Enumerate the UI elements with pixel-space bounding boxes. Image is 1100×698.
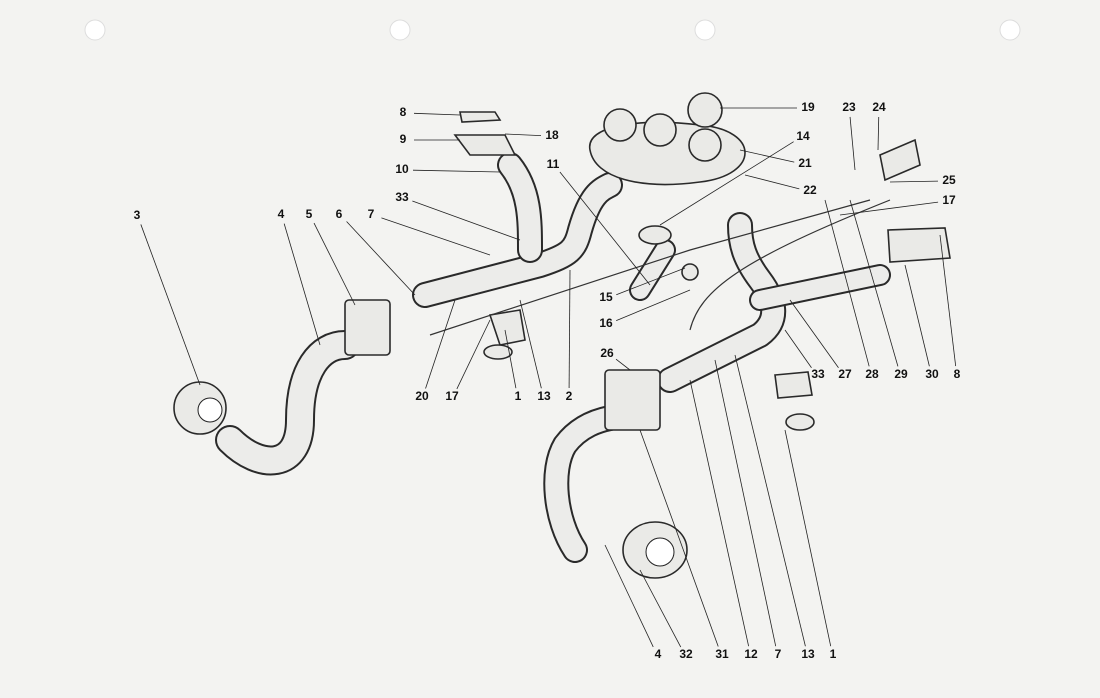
callout-label: 9 [400, 132, 407, 146]
callout-label: 6 [336, 207, 343, 221]
leader-line [616, 267, 686, 296]
callout-label: 7 [368, 207, 375, 221]
leader-line [744, 174, 800, 190]
leader-line [839, 201, 939, 216]
leader-line [283, 223, 321, 346]
callout-label: 32 [679, 647, 693, 661]
leader-line [604, 544, 654, 648]
callout-label: 17 [445, 389, 459, 403]
leader-line [346, 221, 416, 296]
callout-label: 13 [801, 647, 815, 661]
callout-label: 8 [954, 367, 961, 381]
leader-line [659, 141, 794, 226]
callout-label: 19 [801, 100, 815, 114]
callout-label: 11 [547, 157, 560, 171]
leader-line [877, 116, 880, 151]
callout-label: 30 [925, 367, 939, 381]
callout-label: 4 [655, 647, 662, 661]
callout-label: 26 [600, 346, 614, 360]
leader-line [714, 359, 777, 647]
binder-holes [84, 19, 1021, 41]
leader-line [639, 569, 682, 648]
callout-label: 16 [599, 316, 613, 330]
leader-line [904, 264, 930, 367]
callout-label: 8 [400, 105, 407, 119]
callout-label: 3 [134, 208, 141, 222]
leader-line [381, 217, 491, 256]
callout-label: 33 [811, 367, 825, 381]
callout-label: 28 [865, 367, 879, 381]
callout-label: 20 [415, 389, 429, 403]
leader-line [456, 319, 491, 390]
callout-label: 4 [278, 207, 285, 221]
leader-line [140, 224, 201, 386]
leader-line [504, 329, 517, 389]
leader-line [559, 171, 651, 286]
leader-line [412, 200, 521, 241]
leader-line [889, 180, 939, 183]
callout-label: 5 [306, 207, 313, 221]
callout-label: 1 [830, 647, 837, 661]
callout-label: 33 [395, 190, 409, 204]
callout-label: 17 [942, 193, 956, 207]
callout-label: 15 [599, 290, 613, 304]
callout-label: 23 [842, 100, 856, 114]
callout-label: 21 [798, 156, 812, 170]
callout-label: 27 [838, 367, 852, 381]
callout-label: 22 [803, 183, 817, 197]
leader-line [504, 133, 542, 137]
callout-label: 29 [894, 367, 908, 381]
callout-label: 10 [395, 162, 409, 176]
leader-line [824, 199, 870, 367]
leader-line [789, 299, 839, 368]
callout-label: 13 [537, 389, 551, 403]
callout-label: 25 [942, 173, 956, 187]
leader-line [689, 379, 750, 647]
leader-line [784, 429, 832, 647]
leader-line [519, 299, 542, 389]
leader-line [849, 199, 899, 367]
leader-line [734, 354, 806, 647]
leader-line [639, 429, 719, 647]
leader-line [412, 169, 501, 173]
callout-label: 7 [775, 647, 782, 661]
callout-label: 1 [515, 389, 522, 403]
leader-line [413, 112, 461, 116]
leader-line [784, 329, 812, 368]
leader-line [739, 149, 795, 163]
leader-line [939, 234, 957, 367]
callout-label: 2 [566, 389, 573, 403]
callout-label: 12 [744, 647, 758, 661]
leader-line [425, 299, 456, 389]
ducts [215, 152, 891, 563]
leader-line [568, 269, 571, 389]
leader-line [849, 116, 856, 171]
callout-label: 31 [715, 647, 729, 661]
callout-label: 18 [545, 128, 559, 142]
leader-line [615, 358, 631, 371]
leader-line [616, 289, 691, 321]
callout-label: 24 [872, 100, 886, 114]
callout-label: 14 [796, 129, 810, 143]
parts [173, 92, 951, 579]
leader-line [313, 222, 356, 306]
